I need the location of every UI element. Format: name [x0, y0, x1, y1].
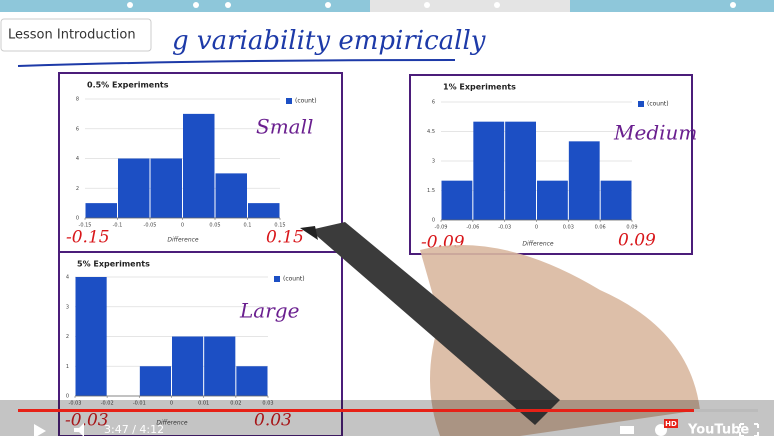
x-tick-label: -0.01: [133, 401, 146, 407]
fullscreen-button[interactable]: [739, 423, 759, 436]
x-tick-label: 0: [181, 223, 184, 229]
legend-swatch: [274, 276, 280, 282]
right-note: 0.03: [254, 411, 292, 431]
bar: [204, 336, 236, 396]
legend-swatch: [638, 101, 644, 107]
bar: [85, 203, 117, 218]
x-tick-label: 0.09: [626, 225, 637, 231]
x-tick-label: 0.1: [244, 223, 252, 229]
bar: [505, 121, 536, 220]
bar: [150, 158, 182, 218]
hand-with-pen: [300, 222, 700, 436]
legend-label: (count): [283, 276, 305, 283]
captions-button[interactable]: [620, 426, 634, 434]
annotation: Small: [256, 115, 313, 139]
x-tick-label: -0.1: [113, 223, 123, 229]
y-tick-label: 6: [432, 100, 435, 106]
x-tick-label: 0: [170, 401, 173, 407]
player-controls: 3:47 / 4:12 HD YouTube: [0, 400, 774, 436]
y-tick-label: 4: [76, 156, 79, 162]
right-note: 0.15: [266, 228, 304, 248]
chart-title: 5% Experiments: [77, 260, 150, 269]
y-tick-label: 2: [66, 334, 69, 340]
bar: [183, 113, 215, 218]
x-tick-label: 0.03: [563, 225, 574, 231]
bar: [118, 158, 150, 218]
y-tick-label: 1: [66, 364, 69, 370]
x-tick-label: -0.05: [144, 223, 157, 229]
lesson-progress: [0, 0, 774, 12]
right-note: 0.09: [618, 231, 656, 251]
x-tick-label: 0.01: [198, 401, 209, 407]
chart-frame: [58, 251, 343, 436]
bar: [139, 366, 171, 396]
legend-swatch: [286, 98, 292, 104]
y-tick-label: 4.5: [427, 129, 435, 135]
left-note: -0.15: [66, 228, 110, 248]
annotation: Medium: [613, 121, 697, 145]
y-tick-label: 6: [76, 126, 79, 132]
y-tick-label: 8: [76, 97, 79, 103]
annotation: Large: [239, 299, 299, 323]
bar: [75, 277, 107, 396]
y-tick-label: 2: [76, 186, 79, 192]
bar: [248, 203, 280, 218]
legend-label: (count): [647, 101, 669, 108]
y-tick-label: 4: [66, 275, 69, 281]
bar: [236, 366, 268, 396]
chart-frame: [409, 74, 693, 255]
x-tick-label: 0.15: [274, 223, 285, 229]
x-axis-label: Difference: [156, 420, 188, 427]
y-tick-label: 0: [76, 216, 79, 222]
heading: g variability empirically: [172, 26, 486, 56]
y-tick-label: 1.5: [427, 188, 435, 194]
x-tick-label: -0.06: [466, 225, 479, 231]
volume-button[interactable]: [74, 423, 84, 436]
x-tick-label: 0.06: [595, 225, 606, 231]
chart-title: 1% Experiments: [443, 83, 516, 92]
left-note: -0.03: [65, 411, 109, 431]
x-tick-label: 0.03: [262, 401, 273, 407]
y-tick-label: 3: [432, 159, 435, 165]
bar: [568, 141, 600, 220]
x-axis-label: Difference: [167, 237, 199, 244]
x-tick-label: -0.03: [69, 401, 82, 407]
legend-label: (count): [295, 98, 317, 105]
tooltip-text: Lesson Introduction: [8, 28, 136, 43]
chart-title: 0.5% Experiments: [87, 81, 169, 90]
x-axis-label: Difference: [522, 241, 554, 248]
tooltip: Lesson Introduction: [0, 18, 152, 52]
bar: [215, 173, 247, 218]
bar: [172, 336, 204, 396]
bar: [600, 180, 632, 220]
x-tick-label: 0.05: [209, 223, 220, 229]
x-tick-label: -0.03: [498, 225, 511, 231]
x-tick-label: 0.02: [230, 401, 241, 407]
y-tick-label: 0: [66, 394, 69, 400]
quality-badge: HD: [665, 420, 677, 428]
x-tick-label: -0.02: [101, 401, 114, 407]
y-tick-label: 3: [66, 304, 69, 310]
bar: [537, 180, 568, 220]
x-tick-label: 0: [535, 225, 538, 231]
x-tick-label: -0.15: [79, 223, 92, 229]
time: 3:47 / 4:12: [104, 423, 164, 436]
y-tick-label: 0: [432, 218, 435, 224]
x-tick-label: -0.09: [435, 225, 448, 231]
bar: [441, 180, 473, 220]
bar: [473, 121, 505, 220]
heading-underline: [17, 59, 456, 67]
brand-logo[interactable]: YouTube: [687, 423, 749, 436]
play-button[interactable]: [34, 424, 46, 436]
